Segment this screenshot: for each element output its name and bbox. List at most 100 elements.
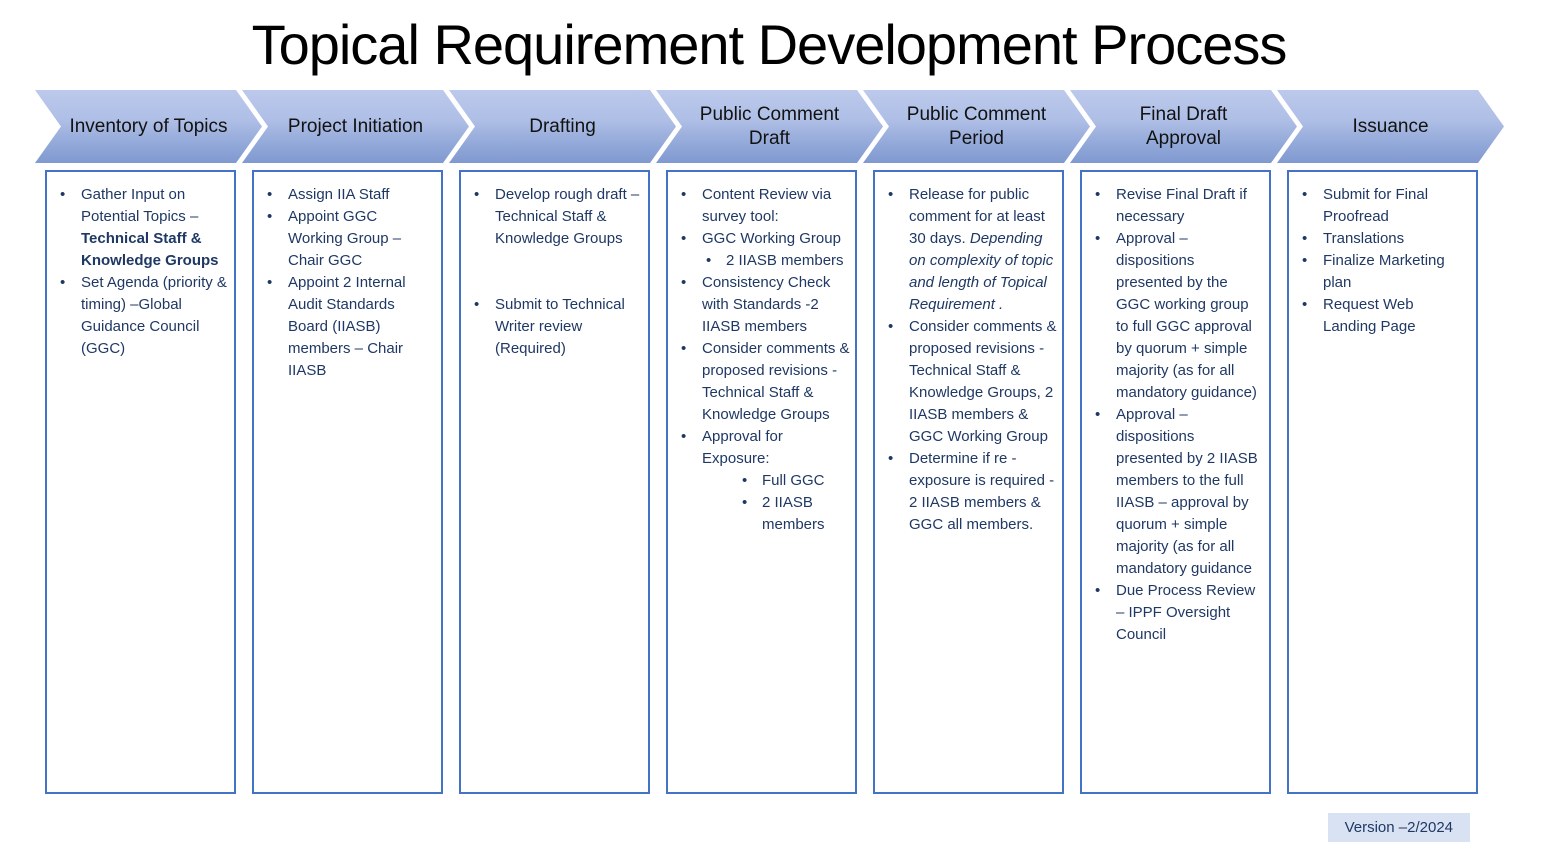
bullet-item: • 2 IIASB members (668, 250, 850, 272)
page-title: Topical Requirement Development Process (251, 13, 1288, 76)
chevron-row: Inventory of Topics Project Initiation Dra… (45, 90, 1478, 163)
bullet-text: Set Agenda (priority & timing) –Global G… (81, 274, 227, 357)
bullet-marker: • (60, 274, 66, 291)
bullet-item: • Consider comments & proposed revisions … (875, 316, 1057, 448)
stage-chevron-label: Public Comment Period (906, 103, 1047, 149)
bullet-text: Revise Final Draft if necessary (1116, 186, 1247, 225)
bullet-item: • Submit to Technical Writer review (Requ… (461, 294, 643, 360)
bullet-marker: • (681, 186, 687, 203)
bullet-text: Finalize Marketing plan (1323, 252, 1445, 291)
stage-chevron-2: Project Initiation (242, 90, 469, 163)
bullet-item: • Translations (1289, 228, 1471, 250)
bullet-marker: • (888, 318, 894, 335)
bullet-text: Consider comments & proposed revisions -… (909, 318, 1057, 445)
bullet-marker: • (267, 186, 273, 203)
bullet-marker: • (1095, 582, 1101, 599)
bullet-text: Determine if re - exposure is required -… (909, 450, 1055, 533)
bullet-marker: • (681, 274, 687, 291)
bullet-item: • Submit for Final Proofread (1289, 184, 1471, 228)
bullet-item: • Approval for Exposure: (668, 426, 850, 470)
bullet-marker: • (681, 230, 687, 247)
bullet-text: Full GGC (762, 472, 825, 489)
stage-chevron-label: Inventory of Topics (69, 115, 228, 137)
bullet-text: Due Process Review – IPPF Oversight Coun… (1116, 582, 1256, 643)
bullet-item: • 2 IIASB members (668, 492, 850, 536)
bullet-text: Request Web Landing Page (1323, 296, 1416, 335)
stage-column-7: • Submit for Final Proofread • Translations… (1287, 170, 1478, 794)
bullet-marker: • (706, 252, 712, 269)
bullet-item: • Assign IIA Staff (254, 184, 436, 206)
stage-chevron-1: Inventory of Topics (35, 90, 262, 163)
bullet-marker: • (1302, 296, 1308, 313)
bullet-item: • Approval – dispositions presented by 2 … (1082, 404, 1264, 580)
bullet-text: GGC Working Group (702, 230, 841, 247)
bullet-text: Appoint GGC Working Group – Chair GGC (288, 208, 402, 269)
stage-chevron-6: Final Draft Approval (1070, 90, 1297, 163)
bullet-item: • Develop rough draft –Technical Staff & … (461, 184, 643, 250)
bullet-item: • Determine if re - exposure is required … (875, 448, 1057, 536)
bullet-text: Content Review via survey tool: (702, 186, 832, 225)
stage-chevron-label: Project Initiation (287, 115, 424, 137)
bullet-item: • Appoint GGC Working Group – Chair GGC (254, 206, 436, 272)
version-badge: Version –2/2024 (1327, 813, 1470, 842)
bullet-text: Consistency Check with Standards -2 IIAS… (702, 274, 831, 335)
bullet-item: • Consider comments & proposed revisions … (668, 338, 850, 426)
bullet-item: • GGC Working Group (668, 228, 850, 250)
bullet-text: Submit to Technical Writer review (Requi… (495, 296, 625, 357)
bullet-marker: • (681, 428, 687, 445)
bullet-marker: • (267, 274, 273, 291)
bullet-text: Approval – dispositions presented by the… (1116, 230, 1257, 401)
bullet-text: Assign IIA Staff (288, 186, 390, 203)
stage-column-2: • Assign IIA Staff • Appoint GGC Working Gr… (252, 170, 443, 794)
bullet-marker: • (474, 186, 480, 203)
stage-chevron-3: Drafting (449, 90, 676, 163)
bullet-text: Consider comments & proposed revisions -… (702, 340, 850, 423)
stage-chevron-label: Drafting (529, 115, 596, 137)
stage-chevron-4: Public Comment Draft (656, 90, 883, 163)
bullet-text: Develop rough draft –Technical Staff & K… (495, 186, 640, 247)
bullet-item: • Approval – dispositions presented by th… (1082, 228, 1264, 404)
bullet-item: • Due Process Review – IPPF Oversight Cou… (1082, 580, 1264, 646)
bullet-text: Submit for Final Proofread (1323, 186, 1429, 225)
bullet-item: • Release for public comment for at least… (875, 184, 1057, 316)
bullet-item: • Appoint 2 Internal Audit Standards Boar… (254, 272, 436, 382)
stage-chevron-5: Public Comment Period (863, 90, 1090, 163)
bullet-text: Appoint 2 Internal Audit Standards Board… (288, 274, 406, 379)
bullet-item: • Gather Input on Potential Topics – Tech… (47, 184, 229, 272)
bullet-marker: • (681, 340, 687, 357)
stage-column-6: • Revise Final Draft if necessary • Approva… (1080, 170, 1271, 794)
bullet-text: 2 IIASB members (726, 252, 844, 269)
bullet-marker: • (1302, 252, 1308, 269)
bullet-marker: • (60, 186, 66, 203)
bullet-marker: • (742, 494, 748, 511)
stage-chevron-label: Issuance (1352, 115, 1429, 137)
bullet-text: Approval – dispositions presented by 2 I… (1116, 406, 1258, 577)
bullet-marker: • (1095, 186, 1101, 203)
bullet-text: Gather Input on Potential Topics – Techn… (81, 186, 219, 269)
bullet-item: • Full GGC (668, 470, 850, 492)
stage-chevron-7: Issuance (1277, 90, 1504, 163)
bullet-text: Translations (1323, 230, 1405, 247)
stage-chevron-label: Final Draft Approval (1139, 103, 1228, 149)
bullet-item: • Request Web Landing Page (1289, 294, 1471, 338)
bullet-item: • Finalize Marketing plan (1289, 250, 1471, 294)
bullet-text: Release for public comment for at least … (909, 186, 1054, 313)
bullet-marker: • (1095, 230, 1101, 247)
stage-column-4: • Content Review via survey tool: • GGC Wor… (666, 170, 857, 794)
stage-column-1: • Gather Input on Potential Topics – Tech… (45, 170, 236, 794)
bullet-marker: • (1302, 230, 1308, 247)
stage-chevron-label: Public Comment Draft (699, 103, 840, 149)
bullet-marker: • (888, 450, 894, 467)
bullet-marker: • (742, 472, 748, 489)
bullet-text: 2 IIASB members (762, 494, 825, 533)
bullet-item: • Revise Final Draft if necessary (1082, 184, 1264, 228)
bullet-item: • Set Agenda (priority & timing) –Global … (47, 272, 229, 360)
stage-column-3: • Develop rough draft –Technical Staff & … (459, 170, 650, 794)
bullet-marker: • (267, 208, 273, 225)
bullet-text: Approval for Exposure: (702, 428, 783, 467)
bullet-marker: • (1302, 186, 1308, 203)
columns-row: • Gather Input on Potential Topics – Tech… (45, 170, 1478, 794)
bullet-item: • Content Review via survey tool: (668, 184, 850, 228)
stage-column-5: • Release for public comment for at least… (873, 170, 1064, 794)
